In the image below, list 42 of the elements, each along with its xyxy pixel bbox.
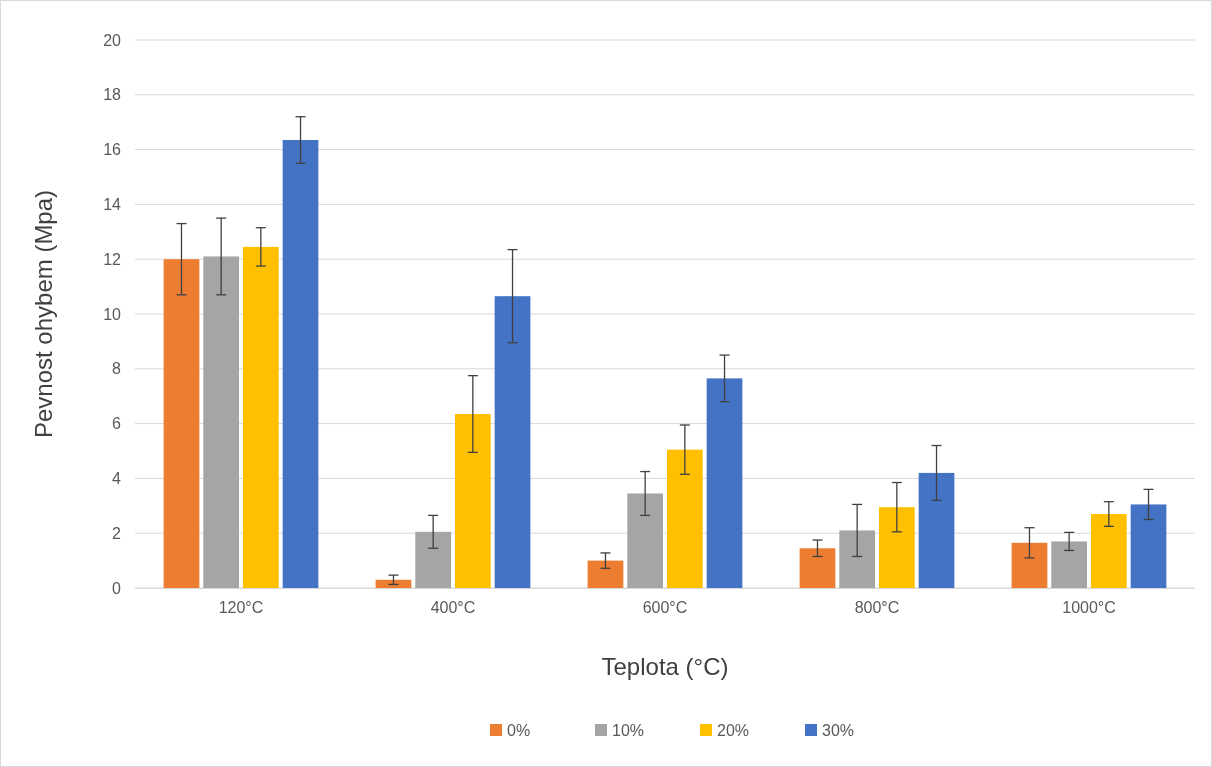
bar xyxy=(163,259,200,588)
y-tick-label: 2 xyxy=(112,524,122,542)
y-tick-label: 6 xyxy=(112,415,122,433)
x-axis-title: Teplota (°C) xyxy=(601,653,729,680)
bar xyxy=(1051,541,1088,588)
legend-label: 10% xyxy=(612,722,645,739)
x-tick-label: 1000°C xyxy=(1062,599,1116,617)
bar xyxy=(878,507,915,588)
bar xyxy=(666,449,703,588)
bar xyxy=(203,256,240,588)
bar xyxy=(839,530,876,588)
x-tick-label: 400°C xyxy=(430,599,476,617)
y-tick-label: 12 xyxy=(103,250,122,268)
y-tick-label: 4 xyxy=(112,470,122,488)
bar xyxy=(1130,504,1167,588)
y-tick-label: 10 xyxy=(103,305,122,323)
y-tick-label: 8 xyxy=(112,360,122,378)
y-tick-label: 0 xyxy=(112,579,122,597)
bar xyxy=(242,246,279,588)
x-tick-label: 600°C xyxy=(642,599,688,617)
y-axis-title: Pevnost ohybem (Mpa) xyxy=(30,189,57,439)
bar xyxy=(587,560,624,588)
bar xyxy=(1011,542,1048,588)
y-tick-label: 20 xyxy=(103,31,122,49)
y-tick-label: 16 xyxy=(103,141,122,159)
bar xyxy=(706,378,743,588)
y-tick-label: 18 xyxy=(103,86,122,104)
bar xyxy=(415,531,452,588)
bar xyxy=(627,493,664,588)
x-tick-label: 120°C xyxy=(218,599,264,617)
bar xyxy=(454,414,491,588)
bar xyxy=(799,548,836,588)
x-tick-label: 800°C xyxy=(854,599,900,617)
y-tick-label: 14 xyxy=(103,196,122,214)
legend-label: 30% xyxy=(822,722,855,739)
bar xyxy=(918,472,955,588)
bar xyxy=(494,296,531,588)
bar xyxy=(282,140,319,588)
bar xyxy=(375,579,412,588)
legend-label: 20% xyxy=(717,722,750,739)
legend-label: 0% xyxy=(507,722,531,739)
bar xyxy=(1090,514,1127,588)
